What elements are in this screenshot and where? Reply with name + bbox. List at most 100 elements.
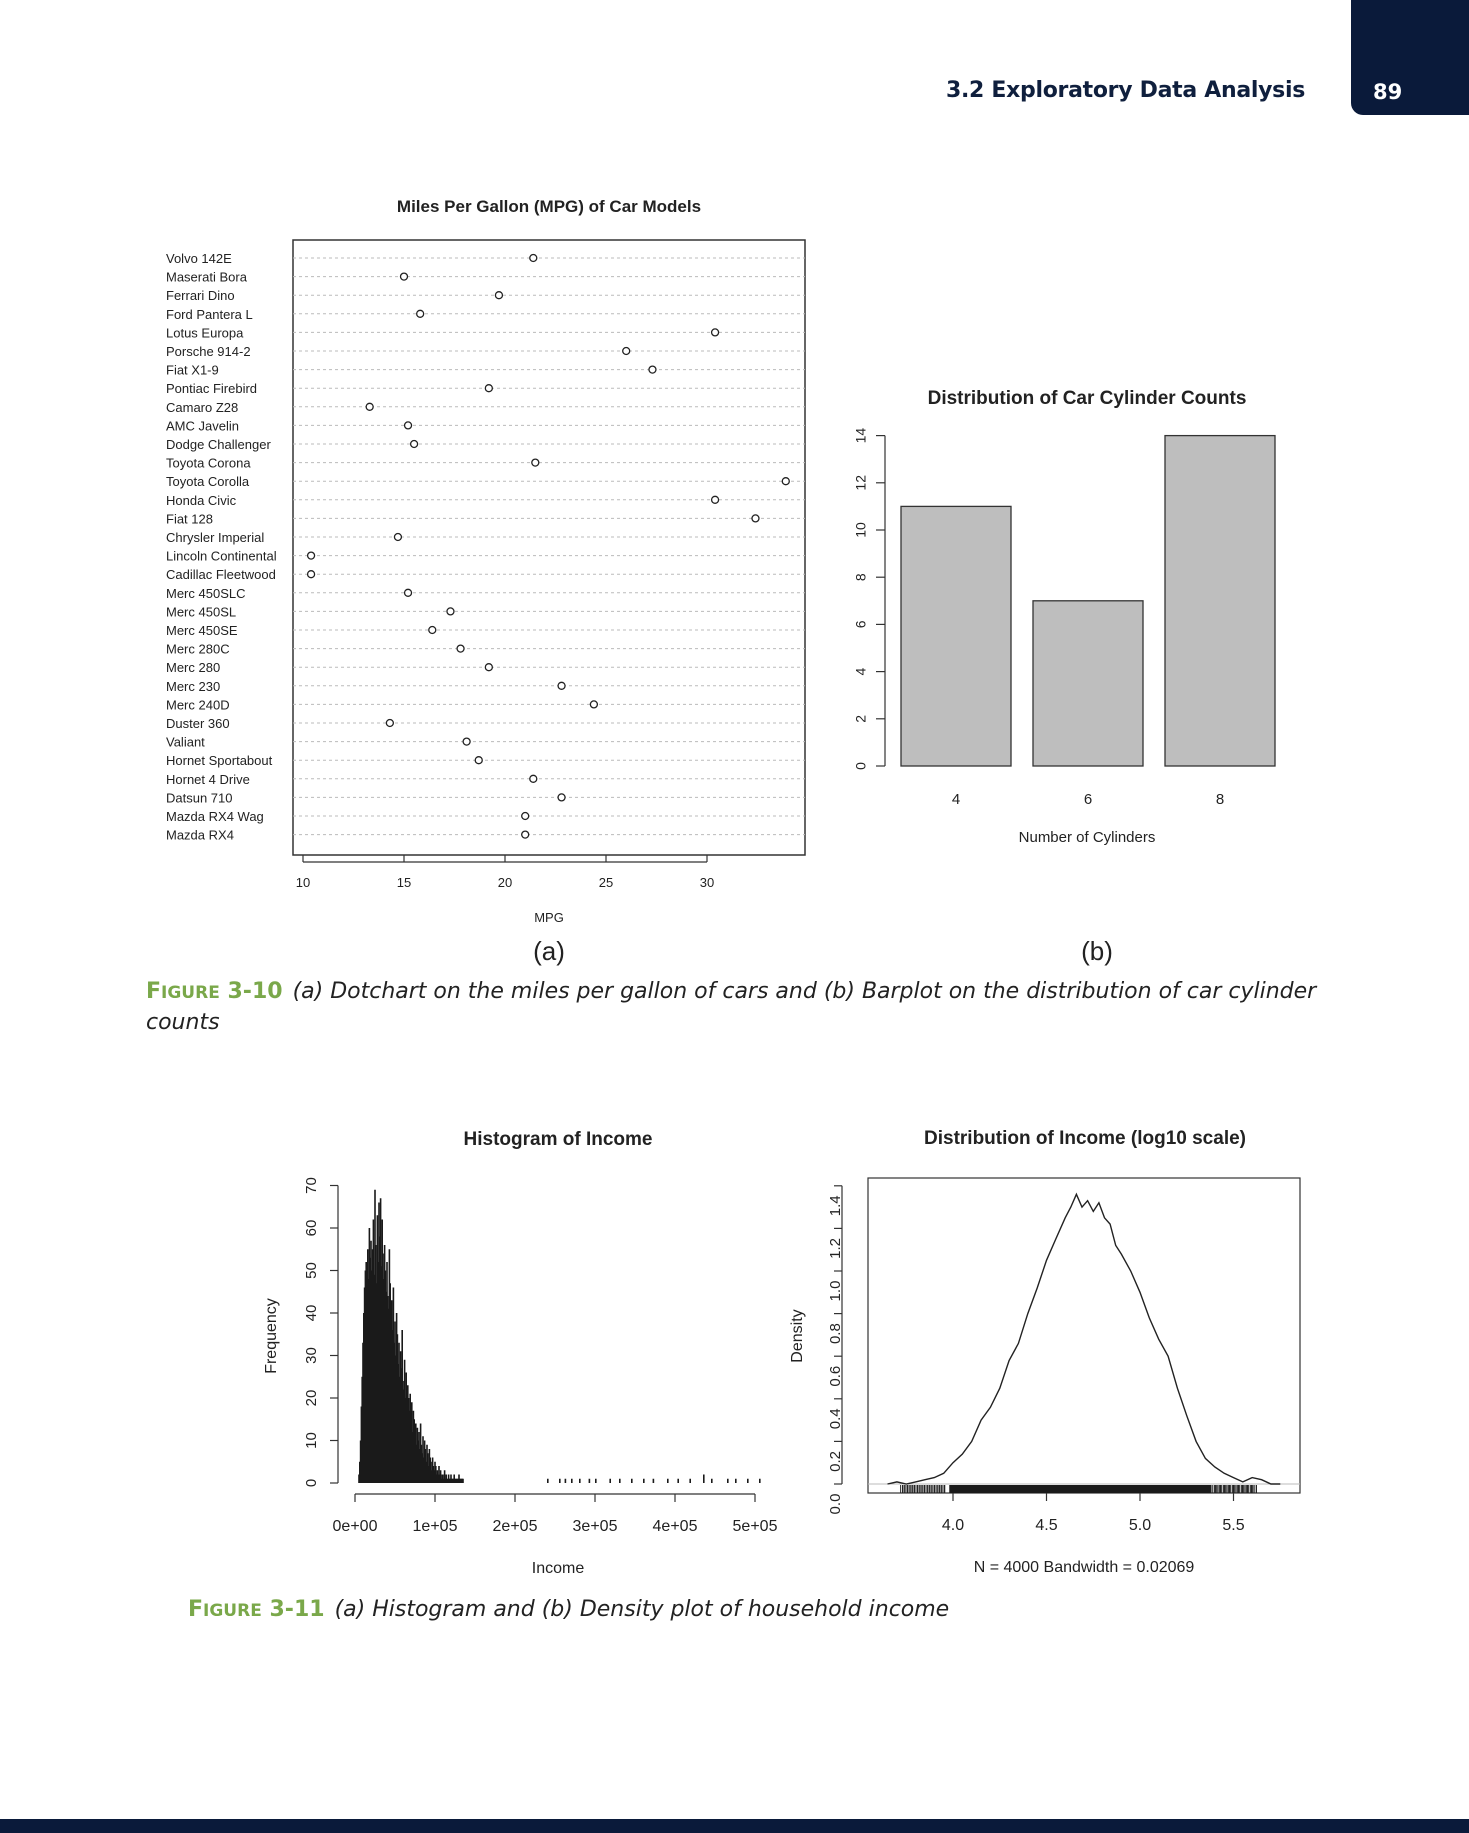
dotchart-point <box>428 625 437 635</box>
footer-bar <box>0 1819 1469 1833</box>
dotchart-category-label: Toyota Corolla <box>166 474 250 489</box>
figure-3-11-caption-text: (a) Histogram and (b) Density plot of ho… <box>334 1597 950 1622</box>
histogram-bar <box>459 1478 462 1483</box>
histogram-bar <box>677 1478 679 1483</box>
dotchart-point <box>484 663 493 672</box>
histogram-bar <box>411 1432 414 1483</box>
density-y-axis-title: Density <box>789 1309 806 1362</box>
density-curve <box>887 1192 1281 1485</box>
dotchart-point <box>462 737 471 746</box>
histogram-bar <box>595 1478 597 1483</box>
dotchart-category-label: Merc 450SE <box>166 623 238 638</box>
figure-3-10-caption: FIGURE 3-10 (a) Dotchart on the miles per… <box>146 977 1326 1037</box>
dotchart-x-tick-label: 25 <box>599 875 613 890</box>
dotchart-point <box>446 607 455 616</box>
histogram-y-tick-label: 40 <box>303 1305 320 1322</box>
density-x-tick-label: 4.0 <box>942 1517 964 1534</box>
density-y-tick-label: 1.0 <box>827 1281 844 1302</box>
histogram-bar <box>631 1478 633 1483</box>
histogram-bar <box>619 1478 621 1483</box>
dotchart-point <box>529 253 538 263</box>
histogram-bar <box>447 1474 450 1483</box>
dotchart-x-tick-label: 30 <box>700 875 714 890</box>
barplot-y-tick-label: 12 <box>853 475 869 491</box>
histogram-bar <box>371 1249 374 1483</box>
density-title: Distribution of Income (log10 scale) <box>924 1128 1246 1149</box>
histogram-bar <box>727 1478 729 1483</box>
dotchart-category-label: Camaro Z28 <box>166 400 238 415</box>
dotchart-point <box>494 291 504 300</box>
page-number-tab: 89 <box>1351 0 1469 115</box>
barplot-y-tick-label: 4 <box>853 667 869 675</box>
histogram-bar <box>359 1440 362 1483</box>
barplot-y-tick-label: 2 <box>853 715 869 723</box>
dotchart-point <box>710 495 720 504</box>
dotchart-category-label: Maserati Bora <box>166 270 248 285</box>
barplot-category-label: 6 <box>1084 791 1092 808</box>
page-number: 89 <box>1373 80 1403 104</box>
dotchart-point <box>306 551 316 560</box>
dotchart-category-label: Merc 280 <box>166 660 220 675</box>
histogram-bar <box>379 1198 382 1483</box>
dotchart-point <box>521 830 530 839</box>
density-y-tick-label: 0.0 <box>827 1494 844 1515</box>
dotchart-point <box>531 458 540 467</box>
dotchart-category-label: Duster 360 <box>166 716 230 731</box>
dotchart-category-label: Lotus Europa <box>166 325 244 340</box>
histogram-bar <box>419 1423 422 1483</box>
histogram-y-tick-label: 20 <box>303 1390 320 1407</box>
dotchart-point <box>399 272 409 281</box>
barplot-x-axis-title: Number of Cylinders <box>1019 829 1156 846</box>
density-y-tick-label: 0.2 <box>827 1451 844 1472</box>
histogram-y-tick-label: 50 <box>303 1262 320 1279</box>
dotchart-point <box>589 700 599 709</box>
dotchart-point <box>403 588 413 597</box>
dotchart-category-label: Chrysler Imperial <box>166 530 264 545</box>
density-x-tick-label: 5.0 <box>1129 1517 1151 1534</box>
dotchart-category-label: Dodge Challenger <box>166 437 271 452</box>
barplot-title: Distribution of Car Cylinder Counts <box>928 388 1247 409</box>
histogram-x-tick-label: 0e+00 <box>333 1518 378 1535</box>
density-y-tick-label: 0.8 <box>827 1323 844 1344</box>
dotchart-point <box>710 328 720 337</box>
histogram-bar <box>367 1279 370 1483</box>
histogram-bar <box>427 1466 430 1483</box>
subfigure-label-b: (b) <box>1081 936 1113 966</box>
histogram-bar <box>759 1478 761 1483</box>
histogram-bar <box>559 1478 561 1483</box>
dotchart-point <box>648 365 657 374</box>
histogram-bar <box>443 1470 446 1483</box>
dotchart-category-label: Cadillac Fleetwood <box>166 567 276 582</box>
dotchart-category-label: Fiat 128 <box>166 511 213 526</box>
histogram-y-tick-label: 30 <box>303 1347 320 1364</box>
dotchart-category-label: Mazda RX4 Wag <box>166 809 264 824</box>
histogram-bar <box>387 1308 390 1483</box>
dotchart-category-label: Datsun 710 <box>166 790 233 805</box>
dotchart-category-label: Toyota Corona <box>166 456 251 471</box>
histogram-x-tick-label: 4e+05 <box>653 1518 698 1535</box>
dotchart-category-label: Ford Pantera L <box>166 307 253 322</box>
running-header: 3.2 Exploratory Data Analysis <box>945 78 1305 103</box>
dotchart-point <box>385 718 395 728</box>
histogram-x-tick-label: 3e+05 <box>573 1518 618 1535</box>
dotchart-point <box>521 811 530 821</box>
histogram-x-tick-label: 5e+05 <box>733 1518 778 1535</box>
histogram-bar <box>451 1478 454 1483</box>
histogram-x-tick-label: 2e+05 <box>493 1518 538 1535</box>
dotchart-x-axis-title: MPG <box>534 910 564 925</box>
histogram-bar <box>747 1478 749 1483</box>
dotchart-point <box>456 644 465 653</box>
figure-3-10-caption-line1: (a) Dotchart on the miles per gallon of … <box>292 979 1317 1004</box>
histogram-bar <box>363 1287 366 1483</box>
dotchart-point <box>306 570 316 579</box>
dotchart-category-label: Honda Civic <box>166 493 237 508</box>
histogram-bar <box>547 1478 549 1483</box>
dotchart-plot-frame <box>292 239 806 856</box>
histogram-bar <box>652 1478 655 1483</box>
dotchart-category-label: Ferrari Dino <box>166 288 235 303</box>
dotchart-x-tick-label: 15 <box>397 875 411 890</box>
histogram-bar <box>439 1470 442 1483</box>
histogram-bar <box>711 1478 713 1483</box>
histogram-y-tick-label: 70 <box>303 1177 320 1194</box>
